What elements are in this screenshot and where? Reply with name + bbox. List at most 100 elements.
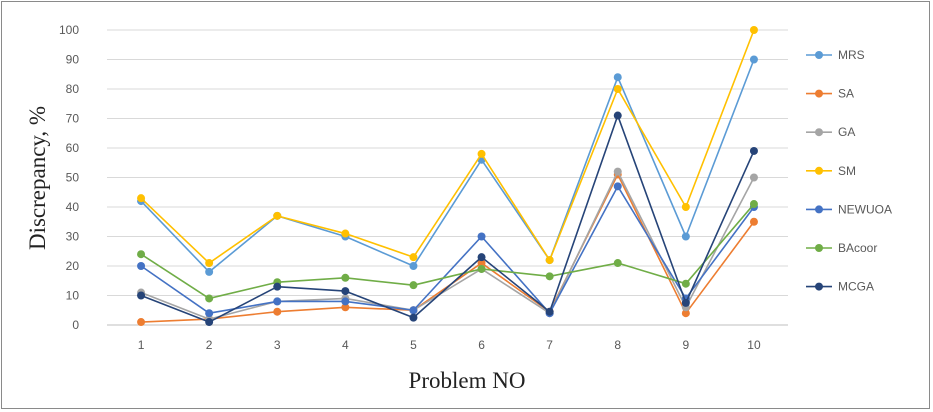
- data-point: [681, 232, 690, 241]
- data-point: [137, 262, 146, 270]
- y-tick-label: 30: [66, 230, 80, 244]
- series-line-mcga: [140, 114, 755, 323]
- data-point: [409, 313, 418, 322]
- y-tick-label: 100: [59, 23, 79, 37]
- y-tick-label: 10: [66, 289, 80, 303]
- legend-swatch-marker: [815, 244, 823, 252]
- legend-item-sm: SM: [806, 164, 856, 178]
- y-tick-label: 40: [66, 200, 80, 214]
- legend-item-ga: GA: [806, 125, 855, 139]
- y-tick-label: 80: [66, 82, 80, 96]
- y-tick-labels: 0 10 20 30 40 50 60 70 80 90 100: [59, 23, 79, 332]
- y-tick-label: 60: [66, 141, 80, 155]
- data-point: [205, 267, 214, 276]
- data-point: [749, 26, 758, 34]
- data-point: [545, 256, 554, 265]
- legend-label: NEWUOA: [838, 202, 892, 216]
- data-point: [341, 287, 350, 296]
- legend-swatch-marker: [815, 282, 823, 291]
- legend-label: BAcoor: [838, 241, 877, 255]
- data-point: [137, 291, 146, 300]
- legend-label: SA: [838, 87, 854, 101]
- x-tick-label: 5: [410, 338, 417, 352]
- x-tick-labels: 1 2 3 4 5 6 7 8 9 10: [138, 338, 761, 352]
- data-point: [341, 297, 350, 306]
- series-line-sm: [140, 29, 755, 264]
- data-point: [205, 318, 214, 327]
- data-point: [273, 297, 282, 306]
- data-point: [477, 259, 486, 268]
- data-point: [749, 173, 758, 182]
- data-point: [273, 282, 282, 291]
- x-tick-label: 1: [138, 338, 145, 352]
- data-point: [613, 167, 622, 176]
- y-tick-label: 50: [66, 171, 80, 185]
- series-lines: [137, 26, 758, 327]
- data-point: [409, 281, 418, 290]
- data-point: [409, 253, 418, 262]
- data-point: [749, 217, 758, 226]
- x-tick-label: 10: [747, 338, 761, 352]
- series-line-sa: [141, 173, 755, 323]
- legend-item-mcga: MCGA: [806, 280, 874, 294]
- data-point: [681, 279, 690, 288]
- data-point: [749, 146, 758, 155]
- data-point: [477, 232, 486, 241]
- data-point: [409, 306, 418, 315]
- data-point: [205, 294, 214, 303]
- series-sm: [137, 26, 758, 268]
- series-line-newuoa: [140, 185, 755, 315]
- legend-item-bacoor: BAcoor: [806, 241, 877, 255]
- data-point: [137, 318, 146, 327]
- data-point: [613, 73, 622, 82]
- x-tick-label: 8: [614, 338, 621, 352]
- legend-swatch-marker: [815, 89, 823, 98]
- data-point: [273, 211, 282, 220]
- x-tick-label: 4: [342, 338, 349, 352]
- data-point: [681, 203, 690, 211]
- legend-label: MCGA: [838, 280, 874, 294]
- y-axis-title: Discrepancy, %: [25, 106, 50, 250]
- y-tick-label: 20: [66, 259, 80, 273]
- series-line-bacoor: [140, 203, 755, 300]
- legend-swatch-marker: [815, 166, 823, 175]
- data-point: [477, 253, 486, 262]
- data-point: [477, 264, 486, 273]
- data-point: [613, 111, 622, 120]
- x-tick-label: 6: [478, 338, 485, 352]
- legend-item-newuoa: NEWUOA: [806, 202, 892, 216]
- series-mcga: [137, 111, 758, 327]
- data-point: [613, 85, 622, 93]
- x-axis-title: Problem NO: [409, 368, 526, 393]
- x-tick-label: 9: [683, 338, 690, 352]
- data-point: [749, 200, 758, 209]
- legend-swatch-marker: [815, 51, 823, 59]
- data-point: [341, 273, 350, 282]
- x-tick-label: 7: [546, 338, 553, 352]
- legend-item-mrs: MRS: [806, 48, 865, 62]
- legend-item-sa: SA: [806, 87, 854, 101]
- y-tick-label: 70: [66, 112, 80, 126]
- series-line-mrs: [140, 59, 755, 273]
- legend-label: GA: [838, 125, 855, 139]
- data-point: [545, 272, 554, 281]
- series-bacoor: [137, 200, 758, 303]
- series-line-ga: [140, 170, 755, 320]
- x-tick-label: 2: [206, 338, 213, 352]
- data-point: [273, 307, 282, 316]
- data-point: [341, 303, 350, 312]
- data-point: [205, 259, 214, 268]
- y-tick-label: 90: [66, 53, 80, 67]
- y-tick-label: 0: [72, 318, 79, 332]
- data-point: [137, 194, 146, 203]
- series-newuoa: [137, 182, 758, 318]
- x-tick-label: 3: [274, 338, 281, 352]
- data-point: [205, 309, 214, 318]
- data-point: [137, 250, 146, 259]
- legend-label: SM: [838, 164, 856, 178]
- data-point: [681, 309, 690, 318]
- legend: MRS SA GA SM NEWUOA BAcoor MCGA: [806, 48, 892, 294]
- data-point: [341, 229, 350, 238]
- legend-swatch-marker: [815, 205, 823, 214]
